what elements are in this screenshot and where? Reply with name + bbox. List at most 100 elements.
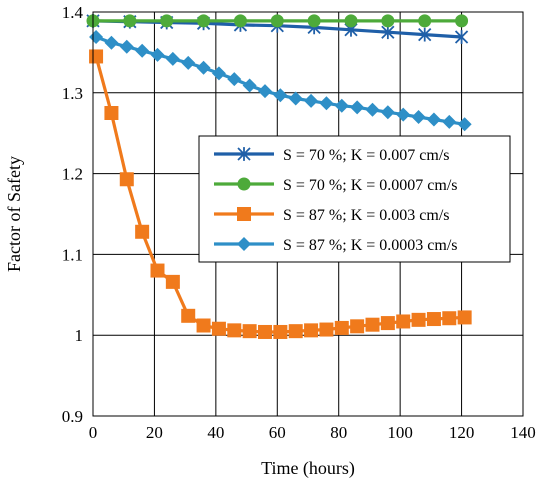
data-point [258, 84, 272, 99]
data-point [381, 25, 395, 40]
data-point [350, 100, 365, 115]
data-point [455, 14, 469, 28]
data-point [237, 237, 251, 251]
data-point [104, 106, 119, 120]
data-point [119, 39, 134, 54]
data-point [454, 30, 469, 44]
plot-frame [92, 11, 524, 417]
data-point [196, 318, 211, 333]
data-point [242, 324, 257, 339]
data-point [442, 114, 457, 129]
x-tick-label: 60 [269, 423, 286, 442]
data-point [237, 147, 251, 161]
data-point [365, 102, 380, 117]
data-point [242, 78, 257, 93]
data-point [211, 321, 226, 336]
legend-label: S = 70 %; K = 0.0007 cm/s [283, 177, 458, 194]
data-point [319, 322, 334, 337]
data-point [457, 117, 472, 132]
y-tick-label: 1.2 [62, 165, 83, 184]
legend-entry: S = 87 %; K = 0.003 cm/s [214, 207, 450, 224]
legend-entry: S = 70 %; K = 0.007 cm/s [214, 147, 450, 164]
series-3 [89, 49, 472, 339]
legend-label: S = 87 %; K = 0.0003 cm/s [283, 237, 458, 254]
data-point [307, 14, 321, 28]
data-point [288, 91, 303, 106]
data-point [165, 51, 180, 66]
data-point [344, 14, 358, 28]
data-point [273, 88, 288, 103]
data-point [119, 172, 134, 187]
data-point [288, 324, 303, 339]
x-tick-label: 80 [330, 423, 347, 442]
data-point [135, 224, 150, 239]
data-point [237, 177, 251, 191]
data-point [89, 49, 104, 64]
data-point [150, 263, 165, 278]
y-tick-label: 0.9 [62, 407, 83, 426]
legend-label: S = 87 %; K = 0.003 cm/s [283, 207, 450, 224]
data-point [123, 14, 137, 28]
x-tick-label: 120 [449, 423, 475, 442]
data-point [273, 324, 288, 339]
data-point [237, 207, 251, 221]
data-point [418, 14, 432, 28]
legend-label: S = 70 %; K = 0.007 cm/s [283, 147, 450, 164]
data-point [227, 72, 242, 87]
data-point [270, 14, 284, 28]
data-point [196, 60, 211, 75]
x-tick-label: 100 [387, 423, 413, 442]
data-point [258, 324, 272, 339]
data-point [396, 107, 411, 122]
data-point [418, 27, 432, 42]
data-point [411, 312, 426, 327]
y-tick-labels: 0.9 1 1.1 1.2 1.3 1.4 [62, 3, 84, 426]
data-point [181, 308, 196, 323]
y-tick-label: 1.3 [62, 84, 83, 103]
legend-entry: S = 87 %; K = 0.0003 cm/s [214, 237, 458, 254]
x-tick-label: 20 [146, 423, 163, 442]
data-point [181, 55, 196, 70]
data-point [160, 14, 174, 28]
data-point [457, 310, 472, 325]
series-group [86, 13, 472, 339]
legend-box [198, 135, 511, 263]
data-point [150, 47, 165, 62]
series-4 [89, 30, 472, 132]
x-tick-label: 140 [510, 423, 536, 442]
data-point [365, 317, 380, 332]
data-point [426, 312, 441, 327]
data-point [233, 14, 247, 28]
y-tick-label: 1.4 [62, 3, 84, 22]
x-tick-label: 0 [89, 423, 98, 442]
y-tick-label: 1 [75, 326, 84, 345]
data-point [135, 43, 150, 58]
data-point [319, 96, 334, 111]
data-point [442, 311, 457, 326]
data-point [165, 274, 180, 289]
x-axis-title: Time (hours) [261, 458, 355, 479]
data-point [197, 14, 211, 28]
y-axis-title: Factor of Safety [4, 156, 24, 272]
data-point [396, 314, 411, 329]
series-2 [86, 14, 469, 28]
data-point [211, 66, 226, 81]
x-tick-labels: 0 20 40 60 80 100 120 140 [89, 423, 536, 442]
data-point [426, 112, 441, 127]
data-point [380, 105, 395, 120]
data-point [304, 323, 319, 338]
legend-entry: S = 70 %; K = 0.0007 cm/s [214, 177, 458, 194]
data-point [334, 98, 349, 113]
data-point [350, 319, 365, 334]
x-tick-label: 40 [207, 423, 224, 442]
legend: S = 70 %; K = 0.007 cm/s S = 70 %; K = 0.… [198, 135, 511, 263]
y-tick-label: 1.1 [62, 245, 83, 264]
data-point [380, 316, 395, 331]
data-point [411, 110, 426, 125]
data-point [304, 93, 319, 108]
data-point [334, 320, 349, 335]
data-point [381, 14, 395, 28]
data-point [104, 35, 119, 50]
data-point [227, 323, 242, 338]
